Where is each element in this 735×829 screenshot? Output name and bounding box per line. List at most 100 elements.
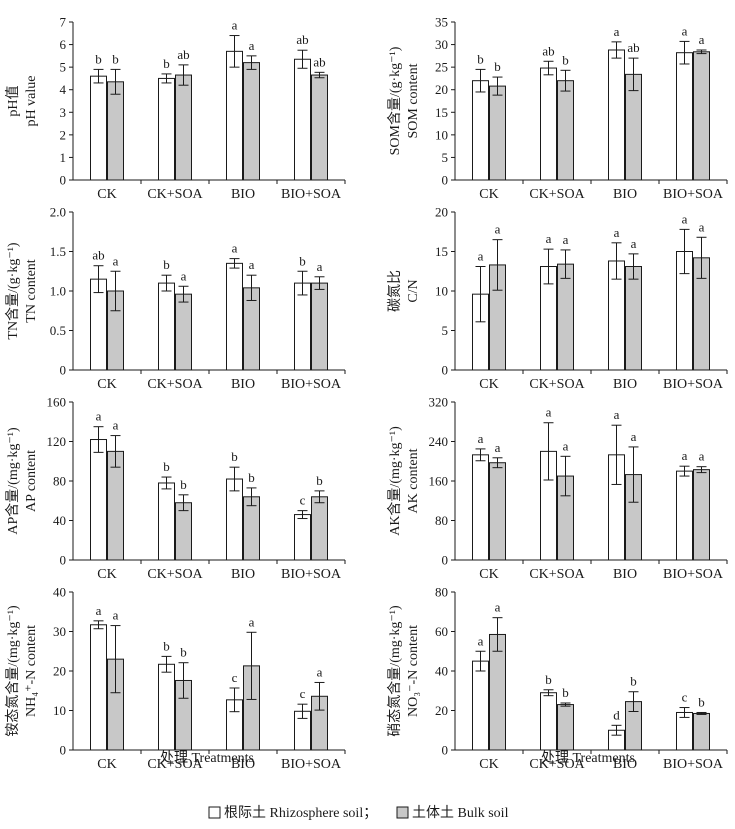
significance-letter: b xyxy=(180,645,187,660)
y-tick-label: 0 xyxy=(60,553,67,568)
bar-rhizosphere xyxy=(90,75,107,181)
x-tick-label: CK xyxy=(479,187,498,202)
bar-bulk xyxy=(489,633,506,751)
x-tick-label: BIO xyxy=(613,757,637,772)
y-tick-label: 0 xyxy=(442,553,449,568)
x-tick-label: BIO+SOA xyxy=(281,187,342,202)
significance-letter: b xyxy=(630,674,637,689)
significance-letter: a xyxy=(249,38,255,53)
significance-letter: a xyxy=(181,268,187,283)
x-tick-label: CK xyxy=(479,377,498,392)
significance-letter: a xyxy=(563,438,569,453)
significance-letter: b xyxy=(545,672,552,687)
significance-letter: ab xyxy=(177,47,189,62)
y-tick-label: 0 xyxy=(442,363,449,378)
significance-letter: a xyxy=(232,241,238,256)
significance-letter: a xyxy=(317,259,323,274)
y-tick-label: 15 xyxy=(435,244,448,259)
y-axis-label-line-2: C/N xyxy=(406,279,421,302)
y-axis-label-line-2: SOM content xyxy=(406,63,421,138)
significance-letter: a xyxy=(317,664,323,679)
y-tick-label: 3 xyxy=(60,105,67,120)
bar-rhizosphere xyxy=(472,660,489,751)
significance-letter: a xyxy=(563,232,569,247)
y-tick-label: 240 xyxy=(429,434,449,449)
significance-letter: a xyxy=(495,600,501,615)
x-tick-label: CK xyxy=(97,187,116,202)
chart-panel-tn: 0 0.5 1.0 1.5 2.0 TN含量/(g·kg⁻¹) TN content CK CK… xyxy=(5,205,346,392)
bar-rhizosphere xyxy=(676,52,693,181)
x-tick-label: CK xyxy=(479,567,498,582)
significance-letter: a xyxy=(699,449,705,464)
x-tick-label: BIO xyxy=(613,377,637,392)
y-tick-label: 1.5 xyxy=(50,244,66,259)
bar-bulk xyxy=(243,496,260,561)
significance-letter: a xyxy=(614,225,620,240)
significance-letter: a xyxy=(113,608,119,623)
bar-bulk xyxy=(311,282,328,371)
significance-letter: b xyxy=(299,253,306,268)
y-axis-label-line-2: pH value xyxy=(24,76,39,127)
x-tick-label: CK+SOA xyxy=(147,187,203,202)
bar-rhizosphere xyxy=(676,470,693,561)
bar-rhizosphere xyxy=(158,282,175,371)
y-tick-label: 320 xyxy=(429,395,449,410)
y-tick-label: 120 xyxy=(47,434,67,449)
significance-letter: c xyxy=(682,690,688,705)
y-axis-label-line-1: TN含量/(g·kg⁻¹) xyxy=(5,242,21,339)
y-tick-label: 5 xyxy=(60,60,67,75)
significance-letter: ab xyxy=(542,43,554,58)
y-tick-label: 40 xyxy=(53,513,66,528)
x-tick-label: CK xyxy=(97,757,116,772)
significance-letter: a xyxy=(478,633,484,648)
chart-panel-ak: 0 80 160 240 320 AK含量/(mg·kg⁻¹) AK content CK CK… xyxy=(387,395,728,582)
bar-bulk xyxy=(311,74,328,181)
y-tick-label: 40 xyxy=(53,585,66,600)
significance-letter: b xyxy=(562,685,569,700)
bar-rhizosphere xyxy=(226,50,243,181)
bar-bulk xyxy=(175,502,192,561)
bar-bulk xyxy=(489,85,506,181)
significance-letter: ab xyxy=(92,248,104,263)
legend: 根际土 Rhizosphere soil； 土体土 Bulk soil xyxy=(208,805,509,821)
x-tick-label: BIO xyxy=(231,377,255,392)
legend-label-bulk: 土体土 Bulk soil xyxy=(412,805,509,821)
x-tick-label: BIO xyxy=(231,187,255,202)
bar-bulk xyxy=(693,51,710,181)
bar-rhizosphere xyxy=(158,663,175,751)
x-tick-label: CK+SOA xyxy=(529,377,585,392)
significance-letter: b xyxy=(163,257,170,272)
significance-letter: a xyxy=(113,418,119,433)
bar-bulk xyxy=(107,81,124,181)
significance-letter: b xyxy=(163,638,170,653)
bar-rhizosphere xyxy=(676,711,693,751)
y-axis-label-line-1: AK含量/(mg·kg⁻¹) xyxy=(387,426,403,536)
bar-rhizosphere xyxy=(294,514,311,561)
x-tick-label: CK+SOA xyxy=(147,757,203,772)
x-tick-label: BIO+SOA xyxy=(281,377,342,392)
significance-letter: a xyxy=(699,32,705,47)
significance-letter: ab xyxy=(313,54,325,69)
chart-panel-no3: 0 20 40 60 80 硝态氮含量/(mg·kg⁻¹) NO₃⁻-N content CK… xyxy=(387,585,728,772)
x-tick-label: BIO+SOA xyxy=(663,187,724,202)
bar-rhizosphere xyxy=(158,482,175,561)
significance-letter: a xyxy=(682,211,688,226)
y-tick-label: 15 xyxy=(435,105,448,120)
bar-bulk xyxy=(693,469,710,561)
x-tick-label: CK xyxy=(97,377,116,392)
y-tick-label: 10 xyxy=(435,284,448,299)
y-axis-label-line-2: NO₃⁻-N content xyxy=(406,625,421,717)
significance-letter: a xyxy=(96,409,102,424)
y-tick-label: 0 xyxy=(442,173,449,188)
bar-rhizosphere xyxy=(158,77,175,181)
significance-letter: b xyxy=(477,51,484,66)
y-tick-label: 20 xyxy=(53,664,66,679)
y-tick-label: 0 xyxy=(60,743,67,758)
bar-bulk xyxy=(311,496,328,561)
significance-letter: b xyxy=(562,52,569,67)
bar-bulk xyxy=(625,266,642,371)
y-tick-label: 25 xyxy=(435,60,448,75)
y-axis-label-line-2: AK content xyxy=(406,448,421,513)
